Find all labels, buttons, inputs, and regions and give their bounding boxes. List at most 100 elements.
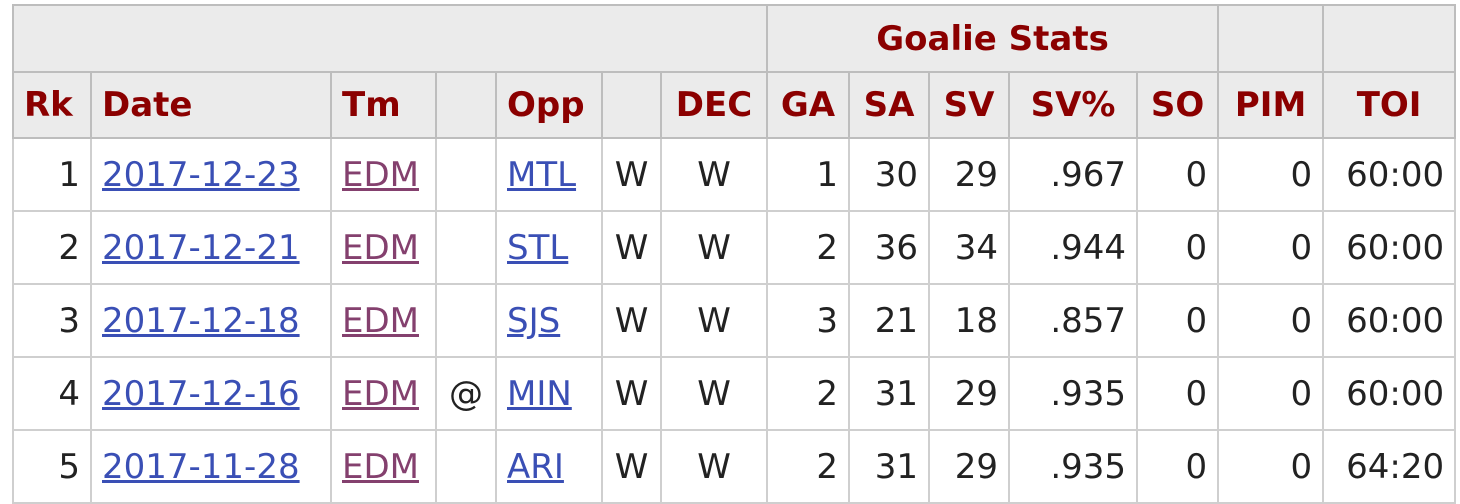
cell-result: W [601,137,662,212]
col-header-date[interactable]: Date [90,71,332,139]
over-header-blank-pim [1217,4,1325,73]
cell-svpct: .935 [1008,356,1139,431]
cell-result: W [601,283,662,358]
cell-home-away [435,137,497,212]
col-header-sv[interactable]: SV [928,71,1011,139]
col-header-dec[interactable]: DEC [659,71,769,139]
cell-rk: 4 [12,356,92,431]
cell-sa: 21 [848,283,931,358]
cell-decision: W [659,210,769,285]
cell-ga: 2 [766,356,851,431]
cell-date-link[interactable]: 2017-12-21 [102,227,300,268]
cell-opp-link[interactable]: STL [507,227,569,268]
cell-opp[interactable]: ARI [495,429,603,504]
cell-pim: 0 [1217,283,1325,358]
cell-rk: 5 [12,429,92,504]
cell-team[interactable]: EDM [330,137,437,212]
col-header-svpct[interactable]: SV% [1008,71,1139,139]
cell-date[interactable]: 2017-12-18 [90,283,332,358]
goalie-game-log: Goalie Stats Rk Date Tm Opp DEC GA SA SV… [11,4,1457,504]
cell-pim: 0 [1217,210,1325,285]
cell-date[interactable]: 2017-12-21 [90,210,332,285]
table-body: 1 2017-12-23 EDM MTL W W 1 30 29.967 0 0 60:00 2 2017… [12,137,1457,504]
cell-ga: 1 [766,137,851,212]
over-header-row: Goalie Stats [11,4,1457,73]
col-header-ga[interactable]: GA [766,71,851,139]
col-header-so[interactable]: SO [1136,71,1220,139]
cell-decision: W [659,429,769,504]
cell-team[interactable]: EDM [330,356,437,431]
column-header-row: Rk Date Tm Opp DEC GA SA SV SV% SO PIM T… [12,71,1457,139]
cell-so: 0 [1136,356,1220,431]
cell-ga: 2 [766,429,851,504]
cell-team-link[interactable]: EDM [342,300,419,341]
cell-so: 0 [1136,137,1220,212]
cell-sa: 30 [848,137,931,212]
cell-decision: W [659,356,769,431]
cell-date-link[interactable]: 2017-11-28 [102,446,300,487]
col-header-pim[interactable]: PIM [1217,71,1325,139]
cell-home-away [435,210,497,285]
cell-team-link[interactable]: EDM [342,446,419,487]
cell-rk: 2 [12,210,92,285]
table-row: 4 2017-12-16 EDM @ MIN W W 2 31 29.935 0 0 60:00 [12,356,1457,431]
cell-toi: 64:20 [1322,429,1457,504]
table-row: 5 2017-11-28 EDM ARI W W 2 31 29.935 0 0 64:20 [12,429,1457,504]
cell-so: 0 [1136,429,1220,504]
cell-team-link[interactable]: EDM [342,373,419,414]
cell-opp-link[interactable]: SJS [507,300,561,341]
col-header-tm[interactable]: Tm [330,71,437,139]
cell-opp[interactable]: MTL [495,137,603,212]
cell-result: W [601,356,662,431]
cell-svpct: .857 [1008,283,1139,358]
cell-date-link[interactable]: 2017-12-23 [102,154,300,195]
cell-result: W [601,429,662,504]
cell-sv: 29 [928,137,1011,212]
table-row: 3 2017-12-18 EDM SJS W W 3 21 18.857 0 0 60:00 [12,283,1457,358]
stats-table: Goalie Stats Rk Date Tm Opp DEC GA SA SV… [11,4,1457,504]
cell-team[interactable]: EDM [330,429,437,504]
cell-decision: W [659,283,769,358]
cell-opp-link[interactable]: MIN [507,373,572,414]
cell-opp[interactable]: SJS [495,283,603,358]
cell-team[interactable]: EDM [330,210,437,285]
cell-decision: W [659,137,769,212]
cell-opp-link[interactable]: ARI [507,446,564,487]
col-header-result [601,71,662,139]
col-header-rk[interactable]: Rk [12,71,92,139]
col-header-toi[interactable]: TOI [1322,71,1457,139]
cell-toi: 60:00 [1322,356,1457,431]
cell-date-link[interactable]: 2017-12-16 [102,373,300,414]
cell-team-link[interactable]: EDM [342,227,419,268]
cell-date[interactable]: 2017-12-16 [90,356,332,431]
cell-home-away [435,429,497,504]
cell-opp[interactable]: STL [495,210,603,285]
cell-pim: 0 [1217,429,1325,504]
cell-sa: 36 [848,210,931,285]
cell-toi: 60:00 [1322,137,1457,212]
cell-sa: 31 [848,429,931,504]
cell-team[interactable]: EDM [330,283,437,358]
col-header-opp[interactable]: Opp [495,71,603,139]
cell-date[interactable]: 2017-12-23 [90,137,332,212]
cell-sa: 31 [848,356,931,431]
cell-team-link[interactable]: EDM [342,154,419,195]
cell-home-away: @ [435,356,497,431]
cell-svpct: .935 [1008,429,1139,504]
cell-date[interactable]: 2017-11-28 [90,429,332,504]
cell-result: W [601,210,662,285]
cell-so: 0 [1136,283,1220,358]
cell-sv: 34 [928,210,1011,285]
cell-svpct: .944 [1008,210,1139,285]
cell-opp[interactable]: MIN [495,356,603,431]
cell-so: 0 [1136,210,1220,285]
cell-sv: 29 [928,429,1011,504]
col-header-sa[interactable]: SA [848,71,931,139]
over-header-goalie-stats: Goalie Stats [766,4,1220,73]
col-header-at [435,71,497,139]
cell-date-link[interactable]: 2017-12-18 [102,300,300,341]
over-header-blank [11,4,769,73]
over-header-blank-toi [1322,4,1457,73]
cell-opp-link[interactable]: MTL [507,154,577,195]
cell-rk: 1 [12,137,92,212]
